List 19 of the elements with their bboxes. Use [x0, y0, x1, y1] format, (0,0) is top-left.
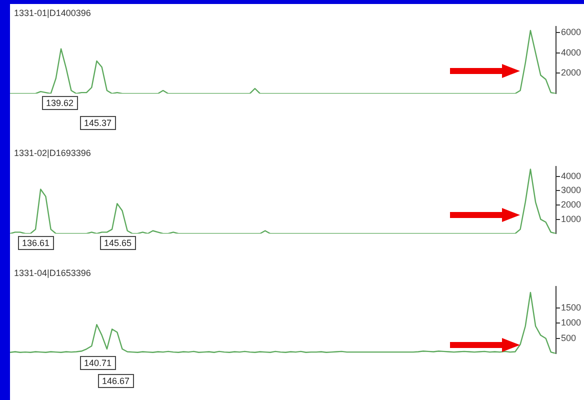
- chart-title: 1331-02|D1693396: [14, 148, 91, 158]
- text: 136.61: [18, 236, 54, 250]
- chart-title: 1331-01|D1400396: [14, 8, 91, 18]
- text: 146.67: [98, 374, 134, 388]
- text: 145.65: [100, 236, 136, 250]
- chart-title: 1331-04|D1653396: [14, 268, 91, 278]
- y-tick-label: 1000: [560, 214, 582, 224]
- y-tick-label: 500: [560, 332, 576, 343]
- y-tick-label: 4000: [560, 47, 582, 58]
- y-tick-label: 4000: [560, 170, 582, 181]
- y-tick-label: 2000: [560, 199, 582, 210]
- y-tick-label: 1500: [560, 302, 582, 312]
- y-tick-label: 3000: [560, 185, 582, 196]
- y-tick-label: 6000: [560, 26, 582, 37]
- y-tick-label: 1000: [560, 318, 582, 328]
- text: 140.71: [80, 356, 116, 370]
- text: 139.62: [42, 96, 78, 110]
- y-tick-label: 2000: [560, 68, 582, 78]
- text: 145.37: [80, 116, 116, 130]
